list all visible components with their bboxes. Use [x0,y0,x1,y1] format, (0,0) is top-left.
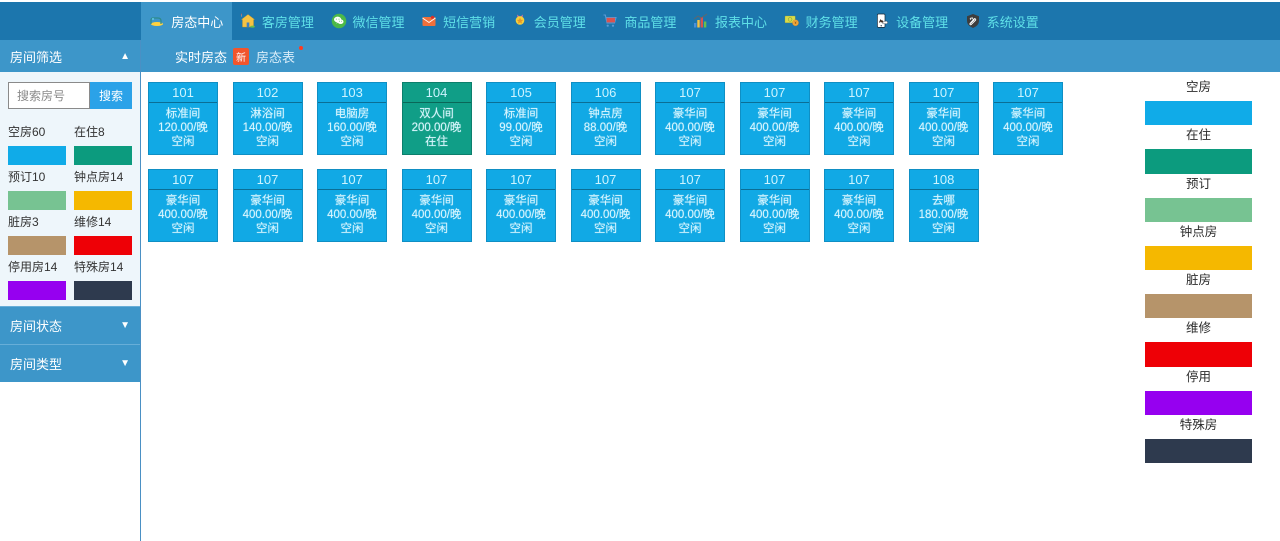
svg-text:¥: ¥ [794,21,796,25]
